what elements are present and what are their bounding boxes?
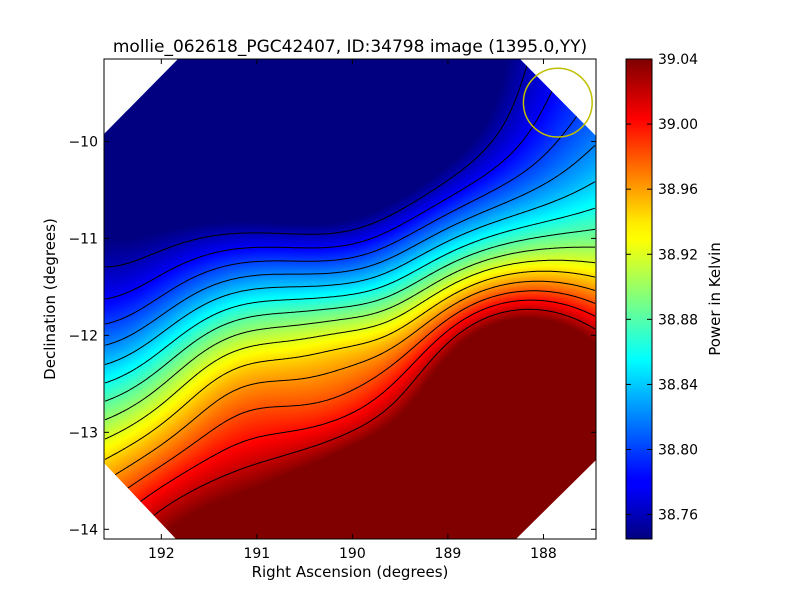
x-tick-label: 190 — [339, 546, 366, 562]
contour-lines — [104, 59, 596, 539]
contour-line — [104, 259, 596, 440]
chart-title: mollie_062618_PGC42407, ID:34798 image (… — [113, 37, 587, 57]
contour-line — [104, 181, 596, 365]
x-axis-label: Right Ascension (degrees) — [252, 563, 449, 581]
y-tick-label: −10 — [68, 134, 98, 150]
contour-line — [104, 299, 596, 534]
colorbar-tick-label: 38.76 — [658, 508, 698, 524]
heatmap-raster — [104, 59, 596, 539]
contour-line — [104, 144, 596, 346]
y-axis-label: Declination (degrees) — [41, 218, 59, 380]
colorbar-tick-label: 38.96 — [658, 182, 698, 198]
y-tick-label: −11 — [68, 231, 98, 247]
contour-line — [129, 308, 596, 539]
colorbar: 38.76 38.80 38.84 38.88 38.92 38.96 39.00 39.04… — [625, 52, 724, 540]
colorbar-gradient — [625, 58, 653, 540]
colorbar-tick-label: 38.88 — [658, 312, 698, 328]
contour-line — [104, 280, 596, 482]
x-tick-label: 189 — [435, 546, 462, 562]
contour-line — [104, 246, 595, 421]
heatmap-image — [104, 59, 596, 539]
y-tick-label: −14 — [68, 522, 98, 538]
y-tick-label: −12 — [68, 328, 98, 344]
beam-circle-marker — [522, 67, 593, 138]
contour-line — [104, 228, 596, 402]
colorbar-tick-label: 39.04 — [658, 52, 698, 68]
contour-line — [104, 207, 596, 384]
colorbar-tick-label: 38.84 — [658, 377, 698, 393]
contour-line — [104, 290, 596, 506]
y-tick-label: −13 — [68, 425, 98, 441]
colorbar-label: Power in Kelvin — [706, 242, 724, 356]
contour-line — [104, 270, 596, 460]
colorbar-tick-label: 39.00 — [658, 117, 698, 133]
x-tick-label: 192 — [148, 546, 175, 562]
colorbar-tick-label: 38.92 — [658, 247, 698, 263]
x-axis-ticks: 192 191 190 189 188 — [148, 59, 557, 562]
plot-frame — [103, 58, 597, 540]
y-axis-ticks: −10 −11 −12 −13 −14 — [68, 134, 596, 538]
colorbar-ticks: 38.76 38.80 38.84 38.88 38.92 38.96 39.00 39.04 — [626, 52, 698, 524]
x-tick-label: 188 — [530, 546, 557, 562]
x-tick-label: 191 — [243, 546, 270, 562]
colorbar-tick-label: 38.80 — [658, 443, 698, 459]
